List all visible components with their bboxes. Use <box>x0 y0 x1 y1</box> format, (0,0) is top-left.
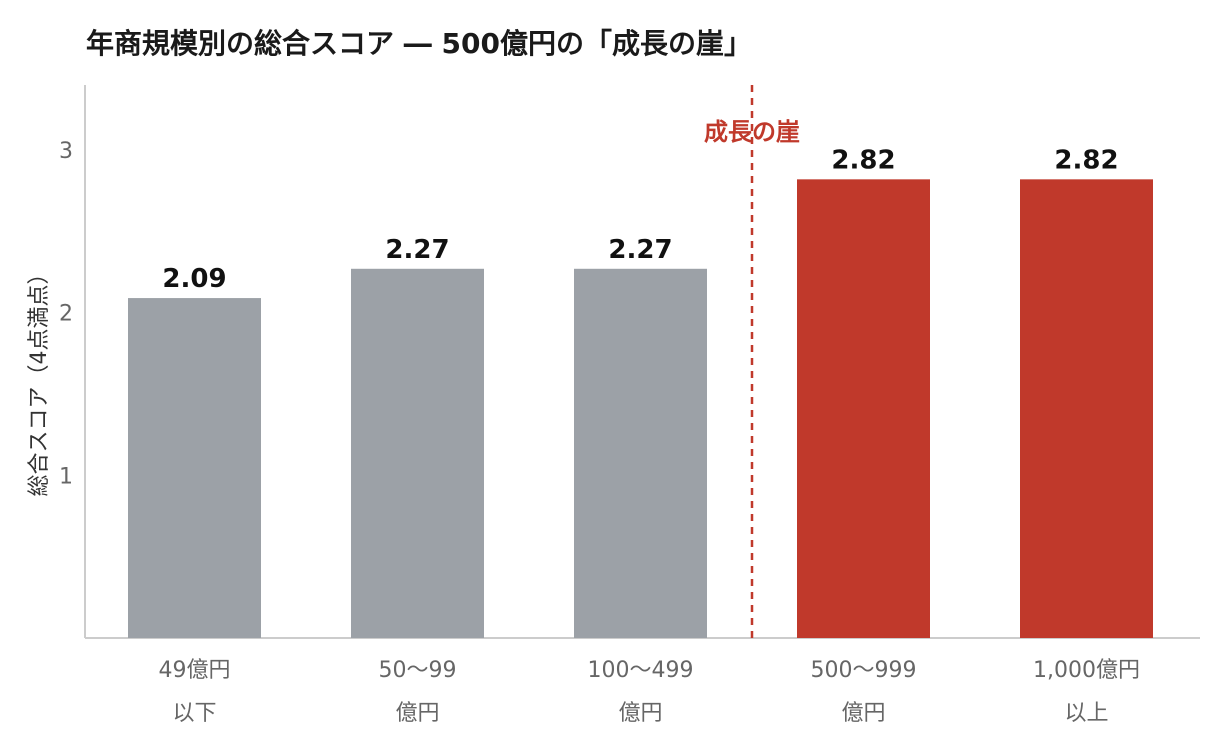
x-tick-label: 49億円 <box>159 658 231 683</box>
cliff-annotation-label: 成長の崖 <box>704 118 800 146</box>
bar <box>1020 179 1153 638</box>
x-tick-label: 50〜99 <box>379 658 457 683</box>
x-tick-label: 以下 <box>172 701 216 726</box>
x-tick-label: 500〜999 <box>811 658 917 683</box>
y-tick-label: 1 <box>59 464 73 489</box>
bar <box>574 268 707 638</box>
y-tick-label: 3 <box>59 139 73 164</box>
bar-value-label: 2.82 <box>831 145 895 175</box>
annotation-group: 成長の崖 <box>704 85 800 638</box>
x-tick-label: 億円 <box>395 701 439 726</box>
bar <box>351 268 484 638</box>
bar-value-label: 2.27 <box>608 235 672 265</box>
x-tick-label: 億円 <box>618 701 662 726</box>
x-tick-label: 100〜499 <box>588 658 694 683</box>
y-tick-label: 2 <box>59 302 73 327</box>
x-tick-label: 以上 <box>1064 701 1108 726</box>
x-tick-label: 1,000億円 <box>1033 658 1140 683</box>
bar-value-label: 2.27 <box>385 235 449 265</box>
bar <box>128 298 261 638</box>
y-axis-title: 総合スコア（4点満点） <box>27 263 52 497</box>
x-tick-label: 億円 <box>841 701 885 726</box>
bar-value-label: 2.82 <box>1054 145 1118 175</box>
bars-group <box>128 179 1153 638</box>
chart-title: 年商規模別の総合スコア ― 500億円の「成長の崖」 <box>86 27 752 60</box>
bar-value-label: 2.09 <box>162 264 226 294</box>
bar <box>797 179 930 638</box>
